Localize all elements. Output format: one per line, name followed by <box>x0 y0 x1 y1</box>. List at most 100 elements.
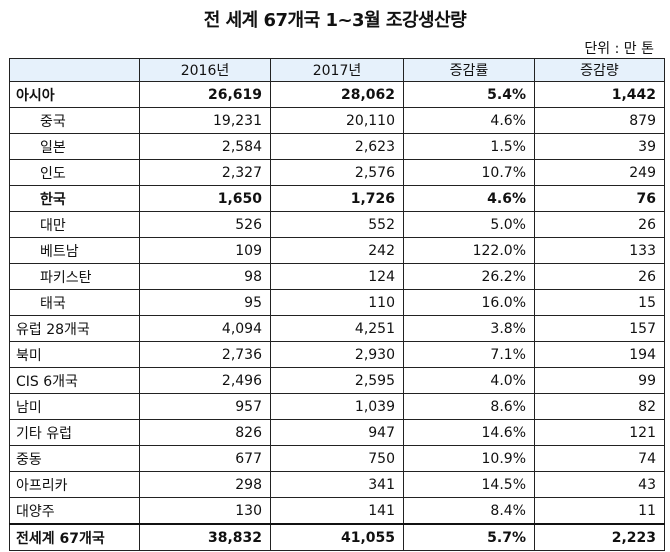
change-rate-cell: 8.6% <box>403 393 535 420</box>
change-rate-cell: 10.7% <box>403 159 535 186</box>
change-rate-cell: 5.7% <box>403 523 535 551</box>
value-2017-cell: 242 <box>270 237 404 264</box>
change-rate-cell: 4.0% <box>403 367 535 394</box>
value-2017-cell: 750 <box>270 445 404 472</box>
region-name-cell: 일본 <box>9 133 140 160</box>
change-amount-cell: 26 <box>534 263 665 290</box>
value-2016-cell: 957 <box>139 393 271 420</box>
table-row: 북미 2,736 2,930 7.1% 194 <box>9 341 665 368</box>
region-name-cell: 아프리카 <box>9 471 140 498</box>
value-2017-cell: 552 <box>270 211 404 238</box>
value-2017-cell: 110 <box>270 289 404 316</box>
value-2017-cell: 124 <box>270 263 404 290</box>
change-amount-cell: 43 <box>534 471 665 498</box>
table-row: 인도 2,327 2,576 10.7% 249 <box>9 159 665 186</box>
change-amount-cell: 11 <box>534 497 665 525</box>
value-2016-cell: 26,619 <box>139 81 271 108</box>
table-title: 전 세계 67개국 1~3월 조강생산량 <box>203 10 467 31</box>
value-2016-cell: 4,094 <box>139 315 271 342</box>
change-amount-cell: 76 <box>534 185 665 212</box>
header-row: 2016년 2017년 증감률 증감량 <box>9 58 665 82</box>
change-rate-cell: 7.1% <box>403 341 535 368</box>
value-2016-cell: 677 <box>139 445 271 472</box>
value-2016-cell: 2,584 <box>139 133 271 160</box>
change-rate-cell: 3.8% <box>403 315 535 342</box>
change-amount-cell: 74 <box>534 445 665 472</box>
value-2016-cell: 19,231 <box>139 107 271 134</box>
table-row: 대양주 130 141 8.4% 11 <box>9 497 665 525</box>
change-amount-cell: 121 <box>534 419 665 446</box>
header-cell-region <box>9 58 140 82</box>
region-name-cell: 북미 <box>9 341 140 368</box>
change-rate-cell: 16.0% <box>403 289 535 316</box>
value-2016-cell: 130 <box>139 497 271 525</box>
value-2017-cell: 1,726 <box>270 185 404 212</box>
table-row: 베트남 109 242 122.0% 133 <box>9 237 665 264</box>
table-row: 중국 19,231 20,110 4.6% 879 <box>9 107 665 134</box>
change-rate-cell: 14.6% <box>403 419 535 446</box>
region-name-cell: 남미 <box>9 393 140 420</box>
table-row: CIS 6개국 2,496 2,595 4.0% 99 <box>9 367 665 394</box>
region-name-cell: 중국 <box>9 107 140 134</box>
steel-production-table: 2016년 2017년 증감률 증감량 아시아 26,619 28,062 5.4% 1… <box>9 58 665 551</box>
region-name-cell: 중동 <box>9 445 140 472</box>
change-amount-cell: 1,442 <box>534 81 665 108</box>
region-name-cell: 아시아 <box>9 81 140 108</box>
change-rate-cell: 5.4% <box>403 81 535 108</box>
value-2016-cell: 1,650 <box>139 185 271 212</box>
table-row: 파키스탄 98 124 26.2% 26 <box>9 263 665 290</box>
region-name-cell: 태국 <box>9 289 140 316</box>
change-rate-cell: 122.0% <box>403 237 535 264</box>
table-row: 대만 526 552 5.0% 26 <box>9 211 665 238</box>
change-rate-cell: 5.0% <box>403 211 535 238</box>
value-2016-cell: 298 <box>139 471 271 498</box>
change-rate-cell: 26.2% <box>403 263 535 290</box>
value-2016-cell: 98 <box>139 263 271 290</box>
region-name-cell: 인도 <box>9 159 140 186</box>
region-name-cell: 전세계 67개국 <box>9 523 140 551</box>
table-row: 일본 2,584 2,623 1.5% 39 <box>9 133 665 160</box>
change-amount-cell: 194 <box>534 341 665 368</box>
table-body: 아시아 26,619 28,062 5.4% 1,442 중국 19,231 20,110 4.… <box>9 81 665 551</box>
change-amount-cell: 26 <box>534 211 665 238</box>
change-amount-cell: 249 <box>534 159 665 186</box>
value-2016-cell: 2,496 <box>139 367 271 394</box>
change-rate-cell: 8.4% <box>403 497 535 525</box>
table-row: 유럽 28개국 4,094 4,251 3.8% 157 <box>9 315 665 342</box>
value-2017-cell: 141 <box>270 497 404 525</box>
value-2017-cell: 2,930 <box>270 341 404 368</box>
change-amount-cell: 133 <box>534 237 665 264</box>
value-2017-cell: 341 <box>270 471 404 498</box>
unit-label: 단위 : 만 톤 <box>584 41 654 57</box>
change-rate-cell: 4.6% <box>403 185 535 212</box>
table-row: 한국 1,650 1,726 4.6% 76 <box>9 185 665 212</box>
table-row: 아시아 26,619 28,062 5.4% 1,442 <box>9 81 665 108</box>
value-2017-cell: 2,576 <box>270 159 404 186</box>
value-2017-cell: 2,623 <box>270 133 404 160</box>
change-rate-cell: 10.9% <box>403 445 535 472</box>
table-row: 중동 677 750 10.9% 74 <box>9 445 665 472</box>
header-cell-rate: 증감률 <box>403 58 535 82</box>
table-row: 태국 95 110 16.0% 15 <box>9 289 665 316</box>
value-2016-cell: 826 <box>139 419 271 446</box>
region-name-cell: 기타 유럽 <box>9 419 140 446</box>
header-cell-2017: 2017년 <box>270 58 404 82</box>
table-row: 전세계 67개국 38,832 41,055 5.7% 2,223 <box>9 523 665 551</box>
region-name-cell: 대양주 <box>9 497 140 525</box>
change-amount-cell: 15 <box>534 289 665 316</box>
table-row: 남미 957 1,039 8.6% 82 <box>9 393 665 420</box>
change-rate-cell: 4.6% <box>403 107 535 134</box>
header-cell-2016: 2016년 <box>139 58 271 82</box>
change-amount-cell: 99 <box>534 367 665 394</box>
value-2017-cell: 28,062 <box>270 81 404 108</box>
value-2016-cell: 526 <box>139 211 271 238</box>
value-2016-cell: 38,832 <box>139 523 271 551</box>
value-2017-cell: 1,039 <box>270 393 404 420</box>
value-2017-cell: 947 <box>270 419 404 446</box>
region-name-cell: 대만 <box>9 211 140 238</box>
region-name-cell: CIS 6개국 <box>9 367 140 394</box>
value-2016-cell: 109 <box>139 237 271 264</box>
change-rate-cell: 14.5% <box>403 471 535 498</box>
value-2017-cell: 41,055 <box>270 523 404 551</box>
region-name-cell: 유럽 28개국 <box>9 315 140 342</box>
